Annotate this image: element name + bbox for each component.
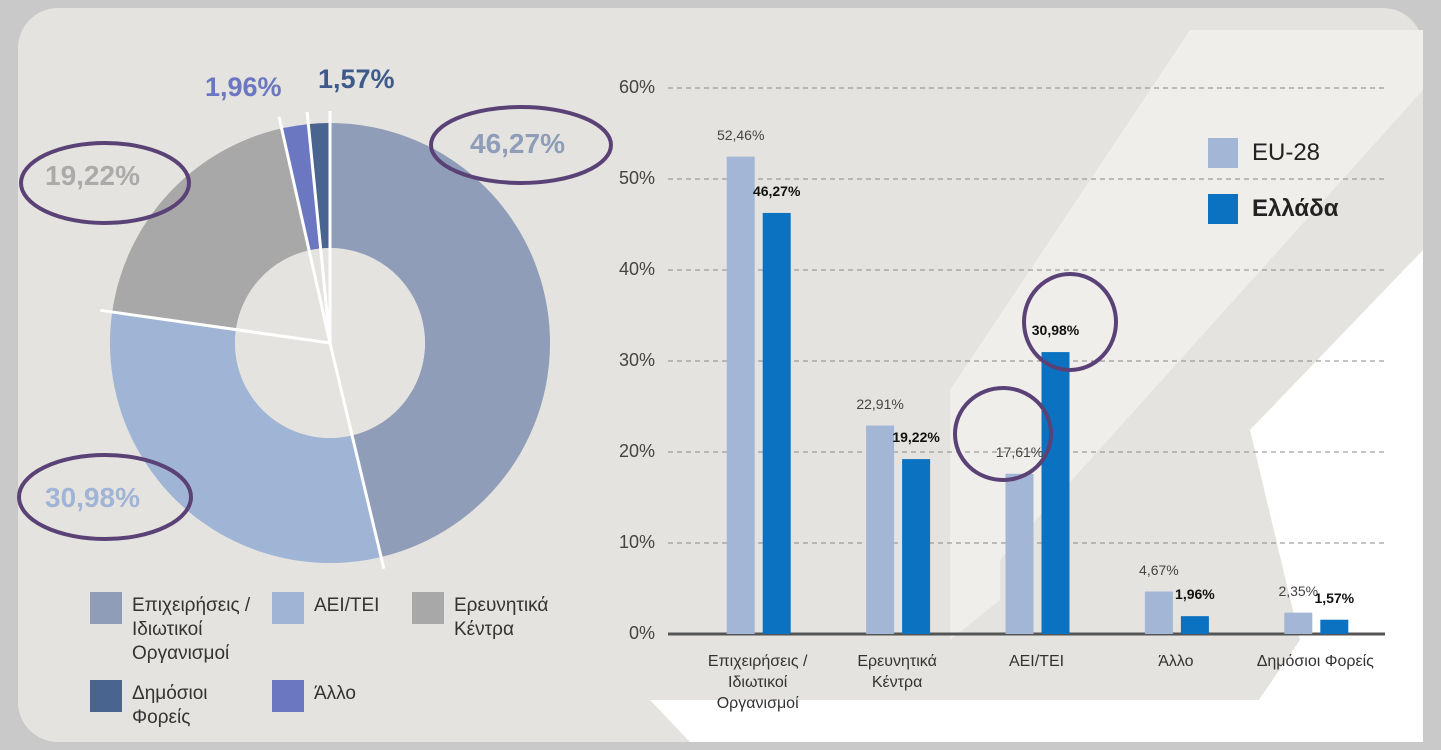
- value-label: 52,46%: [716, 126, 765, 143]
- legend-label: EU-28: [1252, 139, 1321, 166]
- value-label: 2,35%: [1278, 582, 1319, 599]
- legend-label: Άλλο: [314, 683, 356, 704]
- y-tick-label: 60%: [618, 77, 655, 97]
- x-tick-label: Ερευνητικά Κέντρα: [857, 653, 937, 691]
- separator: [328, 342, 386, 570]
- y-tick-label: 40%: [618, 259, 655, 279]
- bar: [1180, 616, 1209, 634]
- bar: [1005, 473, 1034, 634]
- value-label: 17,61%: [995, 443, 1044, 460]
- x-tick-label: ΑΕΙ/ΤΕΙ: [1008, 653, 1065, 670]
- separator: [277, 116, 332, 344]
- value-label: 4,67%: [1139, 561, 1179, 578]
- decor: [650, 700, 1280, 742]
- legend-swatch: [412, 592, 444, 624]
- legend-label: ΑΕΙ/ΤΕΙ: [314, 595, 380, 616]
- pie-slice: [112, 128, 310, 330]
- value-label: 1,57%: [1314, 589, 1355, 606]
- value-label: 22,91%: [856, 395, 904, 412]
- pie-label: 19,22%: [45, 160, 140, 191]
- pie-label: 1,57%: [318, 64, 395, 94]
- legend-label: Ελλάδα: [1252, 195, 1339, 222]
- y-tick-label: 0%: [628, 623, 655, 643]
- bar: [902, 459, 931, 634]
- pie-label: 30,98%: [45, 482, 140, 513]
- highlight: [17, 453, 193, 541]
- bar: [726, 156, 755, 634]
- bar: [1284, 612, 1313, 634]
- legend-label: Επιχειρήσεις / Ιδιωτικοί Οργανισμοί: [132, 595, 251, 664]
- decor: [950, 30, 1423, 640]
- decor: [1230, 250, 1423, 742]
- pie-slice: [330, 123, 551, 557]
- pie-label: 1,96%: [205, 72, 282, 102]
- separator: [305, 111, 332, 344]
- bar: [1144, 591, 1173, 634]
- y-tick-label: 30%: [618, 350, 655, 370]
- y-tick-label: 10%: [618, 532, 655, 552]
- x-tick-label: Επιχειρήσεις / Ιδιωτικοί Οργανισμοί: [707, 653, 808, 712]
- bar: [1320, 619, 1349, 634]
- legend-swatch: [90, 592, 122, 624]
- value-label: 1,96%: [1175, 586, 1215, 603]
- y-tick-label: 20%: [618, 441, 655, 461]
- x-tick-label: Άλλο: [1158, 653, 1194, 670]
- pie-slice: [308, 123, 330, 249]
- y-tick-label: 50%: [618, 168, 655, 188]
- highlight: [953, 386, 1053, 482]
- bar: [762, 212, 791, 634]
- bar: [1041, 352, 1070, 634]
- legend-swatch: [1208, 194, 1238, 224]
- legend-swatch: [90, 680, 122, 712]
- value-label: 30,98%: [1031, 322, 1080, 339]
- highlight: [1022, 272, 1118, 372]
- pie-slice: [110, 312, 382, 563]
- bar: [866, 425, 895, 634]
- legend-swatch: [1208, 138, 1238, 168]
- separator: [100, 308, 331, 345]
- highlight: [429, 105, 613, 185]
- legend-swatch: [272, 680, 304, 712]
- value-label: 19,22%: [892, 429, 940, 446]
- legend-swatch: [272, 592, 304, 624]
- legend-label: Ερευνητικά Κέντρα: [454, 595, 549, 640]
- legend-label: Δημόσιοι Φορείς: [132, 683, 208, 728]
- x-tick-label: Δημόσιοι Φορείς: [1256, 653, 1374, 670]
- pie-label: 46,27%: [470, 128, 565, 159]
- value-label: 46,27%: [752, 182, 801, 199]
- highlight: [19, 141, 191, 225]
